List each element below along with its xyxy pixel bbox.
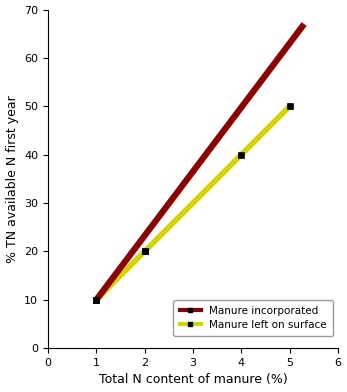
X-axis label: Total N content of manure (%): Total N content of manure (%) (99, 374, 287, 387)
Y-axis label: % TN available N first year: % TN available N first year (6, 95, 18, 263)
Legend: Manure incorporated, Manure left on surface: Manure incorporated, Manure left on surf… (174, 299, 333, 336)
